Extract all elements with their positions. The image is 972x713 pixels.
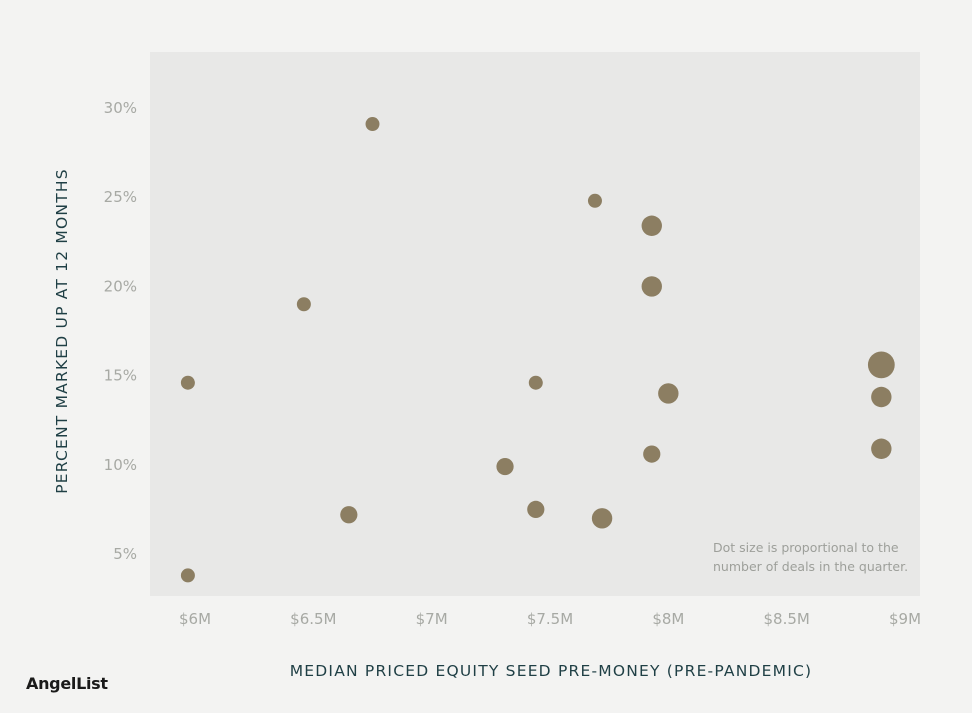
data-point <box>643 445 661 463</box>
y-tick-label: 5% <box>113 545 137 563</box>
data-point <box>496 457 514 476</box>
size-note-line-2: number of deals in the quarter. <box>713 559 908 574</box>
y-tick-label: 20% <box>104 277 137 295</box>
data-point <box>528 375 543 390</box>
data-points <box>180 117 895 583</box>
data-point <box>641 276 662 297</box>
data-point <box>365 117 380 132</box>
y-axis-ticks: 5% 10% 15% 20% 25% 30% <box>104 99 137 563</box>
x-tick-label: $7.5M <box>527 610 573 628</box>
data-point <box>641 215 662 236</box>
x-tick-label: $6.5M <box>290 610 336 628</box>
data-point <box>871 438 892 459</box>
x-tick-label: $9M <box>889 610 921 628</box>
data-point <box>180 375 195 390</box>
angellist-logo: AngelList <box>26 674 108 693</box>
x-axis-title: MEDIAN PRICED EQUITY SEED PRE-MONEY (PRE… <box>290 662 813 680</box>
y-tick-label: 15% <box>104 367 137 385</box>
x-tick-label: $7M <box>416 610 448 628</box>
data-point <box>867 351 895 379</box>
y-tick-label: 30% <box>104 99 137 117</box>
y-tick-label: 25% <box>104 188 137 206</box>
x-tick-label: $8.5M <box>763 610 809 628</box>
data-point <box>340 506 358 524</box>
x-tick-label: $8M <box>652 610 684 628</box>
data-point <box>587 193 602 208</box>
data-point <box>180 568 195 583</box>
y-axis-title: PERCENT MARKED UP AT 12 MONTHS <box>53 168 71 494</box>
data-point <box>591 508 613 529</box>
x-axis-ticks: $6M $6.5M $7M $7.5M $8M $8.5M $9M <box>179 610 921 628</box>
data-point <box>296 297 311 312</box>
data-point <box>658 383 679 404</box>
y-tick-label: 10% <box>104 456 137 474</box>
x-tick-label: $6M <box>179 610 211 628</box>
data-point <box>527 500 545 518</box>
size-note-line-1: Dot size is proportional to the <box>713 540 899 555</box>
data-point <box>871 386 892 408</box>
